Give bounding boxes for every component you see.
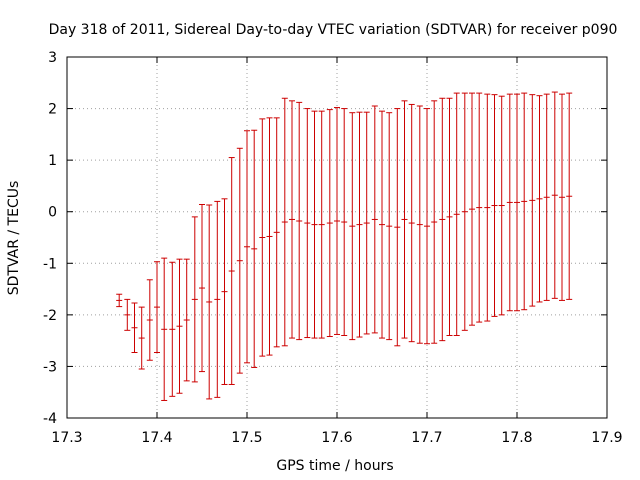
- error-bar-point: [161, 257, 168, 401]
- error-bar-point: [334, 107, 340, 335]
- error-bar-point: [131, 302, 138, 354]
- error-bar-point: [124, 298, 131, 331]
- error-bar-point: [146, 279, 153, 361]
- error-bar-point: [453, 92, 460, 336]
- error-bar-point: [244, 130, 250, 364]
- y-tick-label: 1: [48, 153, 57, 169]
- error-bar-point: [266, 117, 273, 356]
- error-bar-point: [484, 93, 491, 322]
- error-bar-point: [273, 117, 280, 348]
- error-bar-point: [424, 108, 430, 345]
- error-bar-point: [566, 92, 573, 300]
- x-tick-label: 17.7: [411, 430, 442, 446]
- tick-labels: 17.3 17.4 17.5 17.6 17.7 17.8 17.9 -4 -3 -2 -1 0 1 2 3: [43, 50, 623, 446]
- y-axis-label: SDTVAR / TECUs: [6, 181, 22, 296]
- error-bar-point: [311, 110, 318, 339]
- error-bar-point: [394, 108, 401, 347]
- error-bar-point: [236, 147, 243, 374]
- error-bar-point: [431, 100, 438, 344]
- error-bar-point: [191, 216, 198, 383]
- error-bar-point: [476, 92, 483, 323]
- error-bar-point: [228, 157, 235, 385]
- error-bar-point: [138, 306, 145, 370]
- error-bar-point: [521, 92, 528, 311]
- error-bar-point: [356, 111, 363, 338]
- error-bar-point: [154, 261, 160, 354]
- error-bar-point: [529, 94, 536, 307]
- x-tick-label: 17.5: [231, 430, 262, 446]
- chart-title: Day 318 of 2011, Sidereal Day-to-day VTE…: [49, 22, 618, 38]
- error-bar-point: [514, 93, 520, 312]
- x-tick-label: 17.4: [141, 430, 172, 446]
- error-bar-point: [416, 105, 423, 344]
- error-bar-point: [176, 258, 183, 394]
- error-bar-point: [296, 101, 303, 341]
- error-bar-point: [439, 97, 446, 342]
- error-bar-point: [371, 105, 378, 334]
- error-bar-point: [251, 129, 258, 368]
- error-bar-point: [221, 198, 228, 385]
- y-tick-label: -1: [43, 256, 57, 272]
- plot-frame: [66, 56, 608, 419]
- error-bar-point: [491, 94, 498, 317]
- x-tick-label: 17.3: [51, 430, 82, 446]
- y-tick-label: 3: [48, 50, 57, 66]
- error-bar-point: [363, 111, 370, 335]
- y-tick-label: -3: [43, 359, 57, 375]
- x-tick-label: 17.6: [321, 430, 352, 446]
- y-tick-label: -4: [43, 411, 57, 427]
- error-bar-point: [341, 108, 348, 336]
- x-tick-label: 17.9: [591, 430, 622, 446]
- error-bar-point: [469, 92, 475, 326]
- y-tick-label: 0: [48, 205, 57, 221]
- error-bar-point: [551, 91, 558, 299]
- error-bar-point: [349, 112, 356, 341]
- error-bar-point: [326, 109, 333, 338]
- error-bar-point: [289, 100, 295, 339]
- error-bar-point: [116, 293, 123, 308]
- y-tick-label: 2: [48, 102, 57, 118]
- error-bar-point: [506, 93, 513, 312]
- error-bar-point: [183, 258, 190, 382]
- x-axis-label: GPS time / hours: [276, 458, 393, 474]
- error-bar-point: [199, 203, 205, 373]
- error-bar-point: [408, 103, 415, 343]
- error-bar-point: [543, 93, 550, 301]
- x-tick-label: 17.8: [501, 430, 532, 446]
- error-bar-point: [401, 100, 408, 339]
- error-bar-point: [461, 92, 468, 331]
- error-bar-point: [536, 95, 543, 303]
- error-bar-point: [281, 97, 288, 347]
- error-bar-point: [318, 110, 325, 339]
- error-bar-point: [206, 204, 213, 400]
- error-bar-point: [559, 93, 565, 301]
- error-bar-point: [446, 97, 453, 336]
- y-tick-label: -2: [43, 308, 57, 324]
- error-bar-point: [214, 200, 221, 398]
- error-bar-point: [304, 108, 311, 339]
- error-bar-point: [259, 118, 266, 357]
- data-points: [116, 91, 573, 401]
- error-bar-point: [379, 110, 385, 339]
- error-bar-point: [386, 112, 393, 341]
- error-bar-point: [169, 261, 176, 397]
- error-bar-point: [498, 95, 505, 316]
